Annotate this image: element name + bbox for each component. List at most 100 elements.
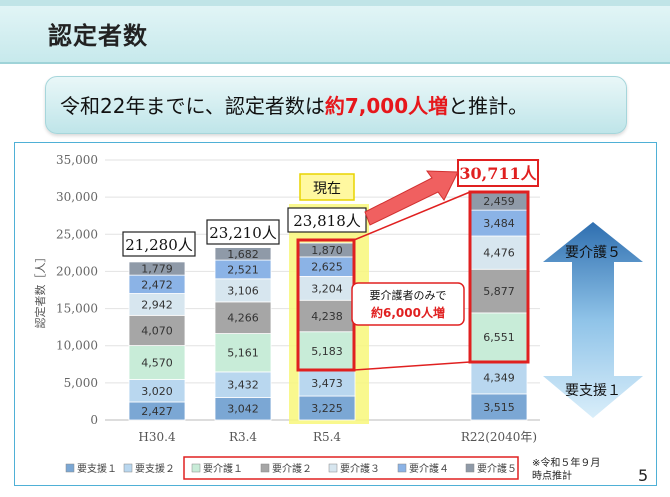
severity-top-label: 要介護５ xyxy=(565,245,621,261)
x-tick-label: R3.4 xyxy=(229,430,257,444)
total-label: 30,711人 xyxy=(459,164,537,183)
bar-segment xyxy=(214,247,272,261)
legend-swatch xyxy=(65,463,75,473)
y-tick-label: 25,000 xyxy=(56,227,98,241)
care-increase-callout xyxy=(351,282,465,326)
total-labels: 21,280人 23,210人 23,818人 30,711人 xyxy=(122,159,539,257)
bar-segment xyxy=(470,361,528,395)
segment-value-label: 3,484 xyxy=(483,217,515,230)
segment-value-label: 3,020 xyxy=(141,385,173,398)
page-title: 認定者数 xyxy=(48,22,148,50)
r22-care-outline xyxy=(468,190,530,364)
connector-top xyxy=(353,191,471,241)
segment-value-label: 5,161 xyxy=(227,347,259,360)
bar-segment xyxy=(470,268,528,314)
bar-segment xyxy=(298,369,356,397)
current-label-box xyxy=(299,173,355,201)
bar-segment xyxy=(128,314,186,346)
segment-value-label: 1,682 xyxy=(227,248,259,261)
headline-highlight: 約7,000人増 xyxy=(324,94,449,118)
y-tick-label: 10,000 xyxy=(56,339,98,353)
segment-value-label: 5,183 xyxy=(311,345,343,358)
segment-value-label: 4,238 xyxy=(311,310,343,323)
footnote-line1: ※令和５年９月 xyxy=(532,458,601,469)
care-increase-line2: 約6,000人増 xyxy=(371,305,445,320)
segment-value-label: 5,877 xyxy=(483,285,515,298)
x-tick-label: R22(2040年) xyxy=(461,430,537,444)
total-label-box xyxy=(457,159,539,187)
legend-care-outline xyxy=(183,456,519,480)
legend-label: 要支援２ xyxy=(135,462,175,475)
headline-text: 令和22年までに、認定者数は約7,000人増と推計。 xyxy=(60,90,528,119)
segment-value-label: 3,204 xyxy=(311,282,343,295)
y-tick-label: 0 xyxy=(90,413,98,427)
y-tick-label: 15,000 xyxy=(56,302,98,316)
bar-segment xyxy=(470,235,528,270)
x-tick-label: R5.4 xyxy=(313,430,341,444)
growth-arrow xyxy=(364,170,459,226)
total-label-box xyxy=(122,231,196,257)
segment-value-label: 3,432 xyxy=(227,379,259,392)
title-bar-accent xyxy=(0,0,670,6)
y-tick-label: 5,000 xyxy=(64,376,98,390)
segment-value-label: 3,106 xyxy=(227,284,259,297)
care-increase-line1: 要介護者のみで xyxy=(370,288,447,302)
total-label-box xyxy=(206,219,280,245)
bar-segment xyxy=(298,299,356,333)
segment-value-label: 2,427 xyxy=(141,405,173,418)
segment-value-label: 4,266 xyxy=(227,312,259,325)
segment-value-label: 2,459 xyxy=(483,195,515,208)
segment-value-label: 1,870 xyxy=(311,244,343,257)
y-tick-labels: 0 5,000 10,000 15,000 20,000 25,000 30,000 35,0… xyxy=(56,153,98,427)
legend-label: 要介護２ xyxy=(272,462,312,475)
x-tick-labels: H30.4 R3.4 R5.4 R22(2040年) xyxy=(138,430,537,444)
legend-swatch xyxy=(465,463,475,473)
headline-post: と推計。 xyxy=(448,94,529,118)
bar-segment xyxy=(214,333,272,373)
connector-bottom xyxy=(353,361,471,371)
total-label-box xyxy=(287,207,367,233)
segment-value-label: 3,042 xyxy=(227,403,259,416)
bar-segment xyxy=(128,261,186,276)
y-tick-label: 35,000 xyxy=(56,153,98,167)
bars: 2,427 3,020 4,570 4,070 2,942 2,472 1,779 3,042… xyxy=(128,191,528,421)
chart-frame xyxy=(14,142,657,486)
current-label: 現在 xyxy=(313,181,341,197)
segment-value-label: 3,473 xyxy=(311,377,343,390)
total-label: 21,280人 xyxy=(125,236,193,254)
segment-value-label: 6,551 xyxy=(483,331,515,344)
legend: 要支援１ 要支援２ 要介護１ 要介護２ 要介護３ 要介護４ 要介護５ xyxy=(65,462,517,475)
legend-swatch xyxy=(191,463,201,473)
legend-label: 要介護４ xyxy=(409,462,449,475)
bar-segment xyxy=(128,345,186,380)
y-axis-label: 認定者数［人］ xyxy=(33,252,47,329)
legend-label: 要介護１ xyxy=(203,462,243,475)
severity-arrow xyxy=(543,222,643,418)
segment-value-label: 2,472 xyxy=(141,278,173,291)
segment-value-label: 4,476 xyxy=(483,247,515,260)
segment-value-label: 2,942 xyxy=(141,298,173,311)
segment-value-label: 3,225 xyxy=(311,402,343,415)
bar-segment xyxy=(214,371,272,398)
bar-segment xyxy=(470,393,528,421)
total-label: 23,210人 xyxy=(209,224,277,242)
total-label: 23,818人 xyxy=(293,212,361,230)
legend-label: 要支援１ xyxy=(77,462,117,475)
y-tick-label: 30,000 xyxy=(56,190,98,204)
segment-value-label: 4,570 xyxy=(141,357,173,370)
page-number: 5 xyxy=(638,466,649,485)
legend-swatch xyxy=(260,463,270,473)
legend-swatch xyxy=(123,463,133,473)
segment-value-label: 4,349 xyxy=(483,372,515,385)
segment-value-label: 2,625 xyxy=(311,261,343,274)
footnote: ※令和５年９月 時点推計 xyxy=(532,457,600,483)
segment-value-label: 4,070 xyxy=(141,324,173,337)
bar-segment xyxy=(214,301,272,334)
segment-value-label: 1,779 xyxy=(141,263,173,276)
y-tick-label: 20,000 xyxy=(56,264,98,278)
x-tick-label: H30.4 xyxy=(138,430,176,444)
legend-label: 要介護３ xyxy=(340,462,380,475)
headline-pre: 令和22年までに、認定者数は xyxy=(60,94,325,118)
footnote-line2: 時点推計 xyxy=(532,471,572,482)
